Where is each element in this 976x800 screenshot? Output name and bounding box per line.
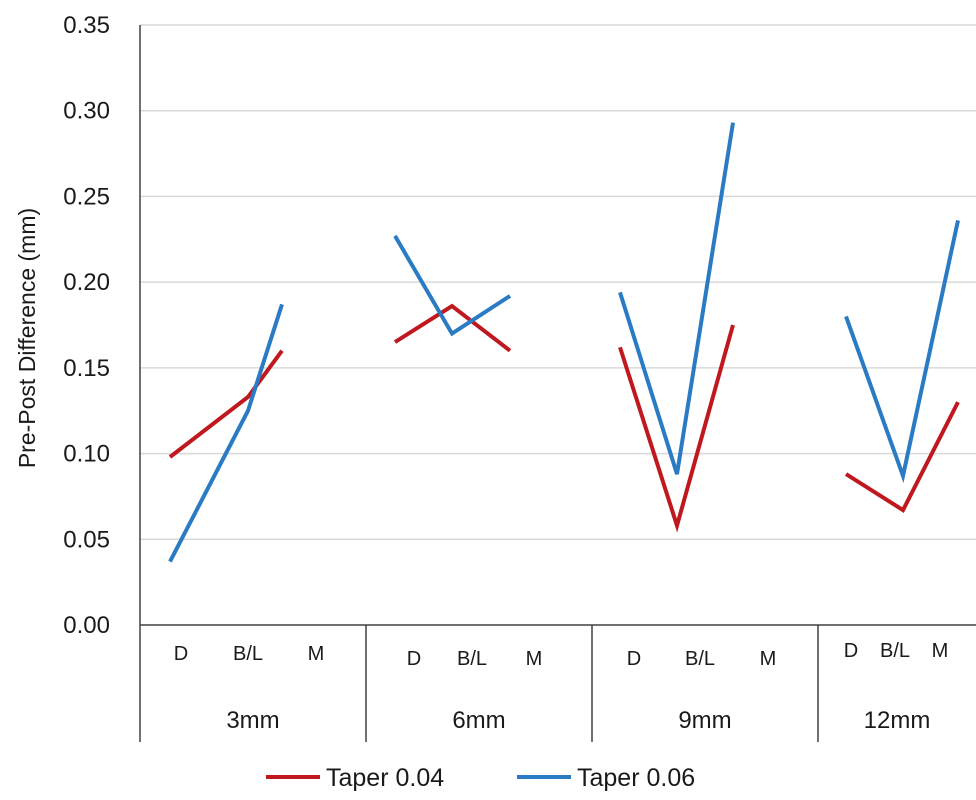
x-group-label: 9mm [678, 707, 731, 734]
series-line-taper-004 [393, 303, 512, 353]
y-tick-label: 0.35 [63, 12, 110, 39]
series-line-taper-006 [618, 122, 735, 475]
x-group-label: 12mm [864, 707, 931, 734]
gridlines [140, 24, 976, 541]
x-subcategory-label: D [844, 640, 858, 662]
x-subcategory-label: B/L [457, 648, 487, 670]
x-subcategory-label: D [627, 648, 641, 670]
x-subcategory-label: D [174, 643, 188, 665]
series-line-taper-006 [844, 219, 960, 484]
x-group-label: 3mm [226, 707, 279, 734]
y-tick-label: 0.05 [63, 526, 110, 553]
y-tick-label: 0.25 [63, 183, 110, 210]
x-group-label: 6mm [452, 707, 505, 734]
axes [139, 25, 976, 742]
y-tick-label: 0.20 [63, 269, 110, 296]
x-subcategory-label: M [308, 643, 325, 665]
series-line-taper-004 [844, 401, 960, 513]
legend-label: Taper 0.06 [577, 764, 695, 792]
x-category-labels: D B/L M 3mm D B/L M 6mm D B/L M 9mm D B/L M 12mm [174, 640, 949, 734]
x-subcategory-label: B/L [880, 640, 910, 662]
y-tick-label: 0.00 [63, 612, 110, 639]
y-axis-title: Pre-Post Difference (mm) [14, 208, 40, 468]
series-line-taper-006 [393, 234, 512, 337]
legend: Taper 0.04 Taper 0.06 [266, 764, 695, 792]
series-line-taper-006 [168, 303, 284, 563]
legend-label: Taper 0.04 [326, 764, 444, 792]
y-tick-labels: 0.00 0.05 0.10 0.15 0.20 0.25 0.30 0.35 [63, 12, 110, 639]
y-tick-label: 0.15 [63, 355, 110, 382]
x-subcategory-label: M [526, 648, 543, 670]
x-subcategory-label: B/L [685, 648, 715, 670]
series-line-taper-004 [168, 349, 284, 459]
x-subcategory-label: M [760, 648, 777, 670]
y-tick-label: 0.10 [63, 441, 110, 468]
series-lines [168, 122, 960, 563]
x-subcategory-label: B/L [233, 643, 263, 665]
x-subcategory-label: M [932, 640, 949, 662]
y-tick-label: 0.30 [63, 98, 110, 125]
x-subcategory-label: D [407, 648, 421, 670]
series-line-taper-004 [618, 324, 735, 533]
